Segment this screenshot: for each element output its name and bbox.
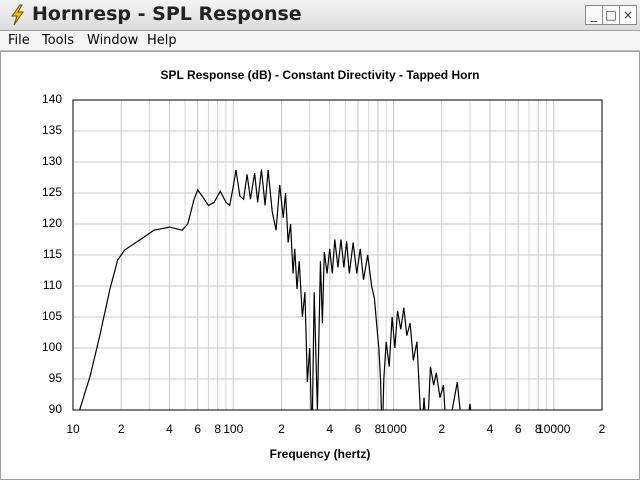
title-bar: Hornresp - SPL Response _ □ × (0, 0, 640, 31)
x-tick-label: 10000 (537, 422, 571, 436)
x-tick-label: 6 (194, 422, 201, 436)
window-title: Hornresp - SPL Response (32, 3, 302, 25)
x-tick-label: 8 (375, 422, 382, 436)
menu-item[interactable]: File (8, 33, 30, 48)
menu-item[interactable]: Tools (42, 33, 75, 48)
y-tick-label: 140 (42, 92, 62, 106)
chart-title: SPL Response (dB) - Constant Directivity… (161, 68, 480, 82)
menu-bar: File Tools Window Help (0, 31, 640, 51)
menu-item[interactable]: Help (147, 33, 177, 48)
x-tick-label: 10 (66, 422, 80, 436)
x-tick-label: 6 (355, 422, 362, 436)
y-tick-label: 125 (42, 185, 62, 199)
x-tick-label: 8 (214, 422, 221, 436)
y-tick-label: 100 (42, 340, 62, 354)
x-tick-label: 2 (118, 422, 125, 436)
x-tick-label: 4 (326, 422, 333, 436)
y-tick-label: 120 (42, 216, 62, 230)
app-icon (11, 4, 24, 26)
x-tick-label: 2 (278, 422, 285, 436)
x-tick-label: 1000 (380, 422, 407, 436)
x-tick-label: 8 (535, 422, 542, 436)
y-tick-label: 110 (43, 278, 62, 292)
close-button[interactable]: × (619, 5, 637, 25)
x-tick-label: 100 (223, 422, 243, 436)
x-tick-label: 2 (438, 422, 445, 436)
y-tick-label: 130 (42, 154, 62, 168)
spl-curve (79, 169, 472, 410)
minimize-button[interactable]: _ (585, 5, 603, 25)
plot-frame (72, 99, 603, 411)
y-tick-label: 95 (49, 371, 63, 385)
x-tick-label: 6 (515, 422, 522, 436)
x-tick-label: 4 (487, 422, 494, 436)
y-tick-label: 135 (42, 123, 62, 137)
x-tick-label: 4 (166, 422, 173, 436)
x-axis-label: Frequency (hertz) (270, 447, 371, 461)
menu-item[interactable]: Window (87, 33, 139, 48)
y-tick-label: 90 (49, 402, 63, 416)
maximize-button[interactable]: □ (602, 5, 620, 25)
y-tick-label: 115 (43, 247, 62, 261)
x-tick-label: 2 (599, 422, 606, 436)
chart: SPL Response (dB) - Constant Directivity… (0, 51, 640, 480)
y-tick-label: 105 (42, 309, 62, 323)
